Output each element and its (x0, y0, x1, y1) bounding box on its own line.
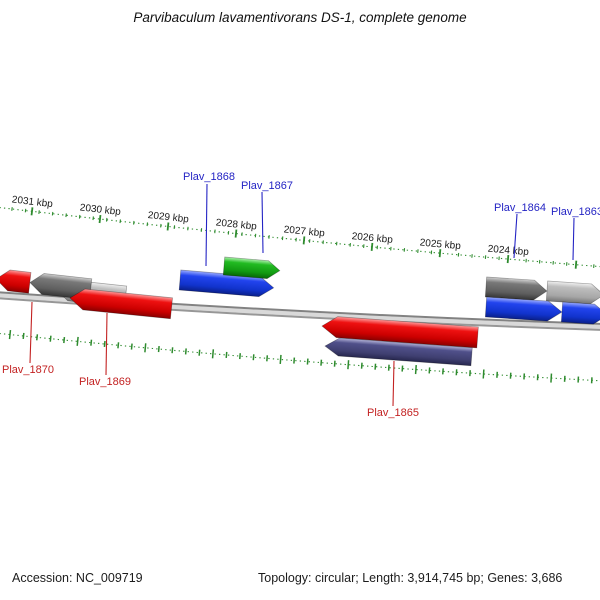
status-bar: Accession: NC_009719 Topology: circular;… (12, 571, 562, 585)
ruler-label: 2027 kbp (283, 224, 325, 239)
ruler-label: 2031 kbp (11, 194, 54, 210)
leader-lines (29, 183, 575, 407)
gene-track (0, 256, 600, 367)
leader-plav-1867 (261, 191, 264, 254)
gene-label-plav-1867[interactable]: Plav_1867 (241, 180, 293, 192)
leader-plav-1864 (513, 213, 518, 259)
gene-arrow-plav-1863[interactable] (560, 301, 600, 325)
gene-label-plav-1868[interactable]: Plav_1868 (183, 171, 235, 183)
gene-arrow-navy[interactable] (324, 337, 473, 367)
gene-labels-blue: Plav_1868 Plav_1867 Plav_1864 Plav_1863 (183, 171, 600, 218)
leader-plav-1863 (572, 217, 575, 261)
accession-text: Accession: NC_009719 (12, 571, 143, 585)
ruler-label: 2028 kbp (215, 217, 257, 232)
gene-arrow-plav-1869[interactable] (69, 288, 173, 320)
gene-label-plav-1864[interactable]: Plav_1864 (494, 202, 546, 214)
gene-arrow-plav-1870[interactable] (0, 269, 32, 294)
ruler-label: 2026 kbp (351, 231, 393, 246)
ruler-label: 2030 kbp (79, 202, 122, 218)
gene-arrow-plav-1864[interactable] (484, 296, 563, 322)
gene-arrow-gray-light-right[interactable] (545, 280, 600, 305)
ruler-label: 2029 kbp (147, 210, 190, 225)
gene-arrow-plav-1865[interactable] (321, 316, 479, 349)
gene-arrow-plav-1867[interactable] (222, 256, 281, 280)
gene-label-plav-1869[interactable]: Plav_1869 (79, 376, 131, 388)
leader-plav-1865 (392, 360, 395, 407)
gene-label-plav-1870[interactable]: Plav_1870 (2, 364, 54, 376)
leader-plav-1870 (29, 301, 33, 364)
ruler-ticks-top (11, 207, 595, 269)
gene-labels-red: Plav_1870 Plav_1869 Plav_1865 (2, 364, 419, 419)
ruler-arc-top (0, 207, 600, 268)
ruler-arc-bottom (0, 332, 600, 382)
leader-plav-1869 (105, 312, 108, 376)
gene-label-plav-1863[interactable]: Plav_1863 (551, 206, 600, 218)
gene-arrow-gray-dark-left[interactable] (29, 272, 93, 301)
gene-arrow-gray-dark-right[interactable] (484, 276, 548, 301)
page-title: Parvibaculum lavamentivorans DS-1, compl… (133, 10, 466, 25)
leader-plav-1868 (205, 183, 208, 267)
ruler-label: 2024 kbp (487, 244, 529, 259)
topology-text: Topology: circular; Length: 3,914,745 bp… (258, 571, 562, 585)
gene-label-plav-1865[interactable]: Plav_1865 (367, 407, 419, 419)
ruler-label: 2025 kbp (419, 237, 461, 252)
ruler-ticks-bottom (8, 330, 593, 384)
ruler-labels: 2031 kbp 2030 kbp 2029 kbp 2028 kbp 2027… (11, 194, 529, 258)
